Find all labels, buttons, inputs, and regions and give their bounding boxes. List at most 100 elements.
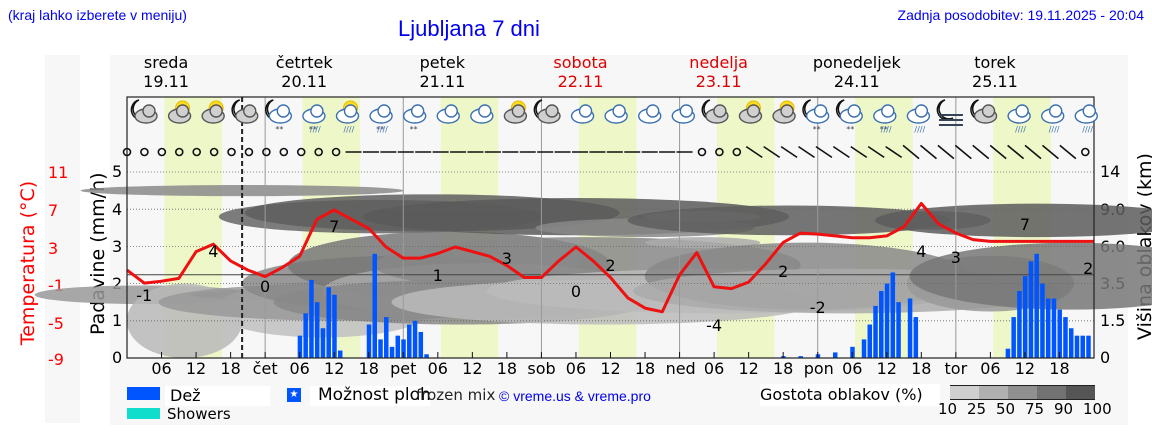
precip-bar — [309, 279, 314, 358]
wind-barb-icon — [972, 144, 990, 160]
x-tick-label: čet — [252, 359, 278, 378]
x-tick-label: 18 — [1049, 359, 1070, 378]
wind-barb-icon — [1059, 144, 1077, 160]
temp-tick: 7 — [48, 201, 59, 220]
calm-wind-icon — [314, 147, 323, 157]
precip-bar — [424, 354, 429, 358]
wind-barb-icon — [763, 145, 781, 159]
svg-text:**: ** — [309, 125, 317, 134]
x-tick-label: ned — [665, 359, 696, 378]
x-tick-label: 18 — [772, 359, 794, 378]
svg-text:////: //// — [1082, 125, 1093, 134]
precip-bar — [884, 283, 890, 358]
x-tick-label: 18 — [220, 359, 241, 378]
cloud-icon — [470, 104, 494, 124]
cloud-height-tick: 14 — [1100, 162, 1121, 181]
svg-text:**: ** — [275, 125, 283, 134]
legend-snow-swatch: ★ — [287, 388, 301, 402]
sun-cloud-icon — [167, 100, 192, 124]
svg-text:**: ** — [376, 125, 384, 134]
x-tick-label: 06 — [842, 359, 863, 378]
precip-bar — [332, 294, 337, 358]
cloud-snow-icon: ** — [402, 104, 427, 134]
density-tick: 75 — [1025, 400, 1045, 418]
legend-cloud-density-label: Gostota oblakov (%) — [760, 385, 923, 404]
wind-barb-icon — [867, 145, 885, 159]
legend-frozen-mix-label: frozen mix — [416, 386, 496, 404]
x-tick-label: 06 — [289, 359, 310, 378]
day-date: 23.11 — [695, 72, 742, 91]
header-region-hint[interactable]: (kraj lahko izberete v meniju) — [8, 7, 187, 23]
precip-bar — [1068, 328, 1074, 358]
legend-density-label-bg — [760, 384, 940, 406]
sun-cloud-icon — [503, 100, 528, 124]
density-swatch — [1066, 385, 1095, 400]
cloud-rain-icon: //// — [906, 104, 931, 134]
x-tick-label: 18 — [911, 359, 932, 378]
legend-showers-label: Showers — [167, 405, 231, 423]
temperature-value-label: 7 — [1020, 215, 1030, 234]
x-tick-label: 12 — [324, 359, 345, 378]
precip-bar — [913, 317, 919, 358]
moon-cloud-snow-icon: ** — [265, 99, 293, 134]
day-name: sobota — [553, 53, 608, 72]
day-name: sreda — [143, 53, 189, 72]
cloud-icon — [604, 104, 628, 124]
day-date: 22.11 — [557, 72, 604, 91]
precip-bar — [861, 339, 867, 358]
precip-bar — [1011, 317, 1016, 358]
wind-barb-icon — [902, 144, 920, 160]
precip-bar — [867, 324, 873, 358]
precip-bar — [412, 320, 418, 358]
cloud-density-blob — [875, 203, 1152, 238]
legend-possible-snow-label: Možnost ploh — [318, 385, 431, 405]
moon-cloud-icon — [130, 99, 158, 124]
temperature-value-label: 3 — [951, 248, 961, 267]
x-tick-label: 06 — [565, 359, 587, 378]
precip-bar — [320, 328, 326, 358]
temperature-value-label: 2 — [778, 262, 788, 281]
calm-wind-icon — [732, 147, 742, 157]
precip-tick: 2 — [112, 274, 123, 293]
wind-barb-icon — [832, 145, 850, 159]
wind-barb-icon — [850, 145, 868, 159]
cloud-height-tick: 1.5 — [1100, 311, 1126, 330]
temperature-value-label: 0 — [260, 277, 270, 296]
temperature-value-label: 3 — [502, 249, 512, 268]
calm-wind-icon — [279, 147, 289, 157]
density-tick: 10 — [938, 400, 958, 418]
day-header: ponedeljek 24.11 — [802, 53, 912, 91]
legend-snow-label-bg — [310, 386, 430, 406]
precip-bar — [879, 291, 884, 358]
calm-wind-icon — [296, 147, 306, 157]
x-tick-label: 12 — [1014, 359, 1036, 378]
sun-cloud-icon — [772, 100, 796, 124]
temperature-value-label: 7 — [329, 217, 339, 236]
temperature-value-label: 1 — [433, 266, 443, 285]
moon-cloud-icon — [533, 99, 561, 124]
cloud-rain-icon: //// — [1074, 104, 1098, 134]
cloud-icon — [671, 104, 696, 124]
sun-cloud-rain-icon: //// — [335, 100, 360, 134]
calm-wind-icon — [122, 147, 132, 157]
day-name: petek — [419, 53, 466, 72]
moon-cloud-snow-icon: ** — [802, 99, 830, 134]
precip-bar — [890, 272, 896, 358]
wind-barb-icon — [937, 144, 955, 160]
x-tick-label: 06 — [980, 359, 1001, 378]
density-tick: 100 — [1083, 400, 1112, 418]
copyright-link[interactable]: © vreme.us & vreme.pro — [499, 388, 651, 404]
sun-cloud-icon — [738, 100, 763, 124]
calm-wind-icon — [715, 147, 724, 157]
wind-barb-icon — [745, 145, 763, 159]
x-tick-label: 12 — [876, 359, 897, 378]
calm-wind-icon — [174, 147, 184, 157]
svg-text:////: //// — [377, 125, 388, 134]
day-date: 25.11 — [972, 72, 1018, 91]
x-tick-label: 06 — [427, 359, 448, 378]
precip-bar — [1063, 317, 1068, 358]
day-date: 20.11 — [281, 72, 328, 91]
temperature-axis-panel — [45, 55, 80, 423]
x-tick-label: 18 — [358, 359, 379, 378]
calm-wind-icon — [227, 147, 236, 157]
